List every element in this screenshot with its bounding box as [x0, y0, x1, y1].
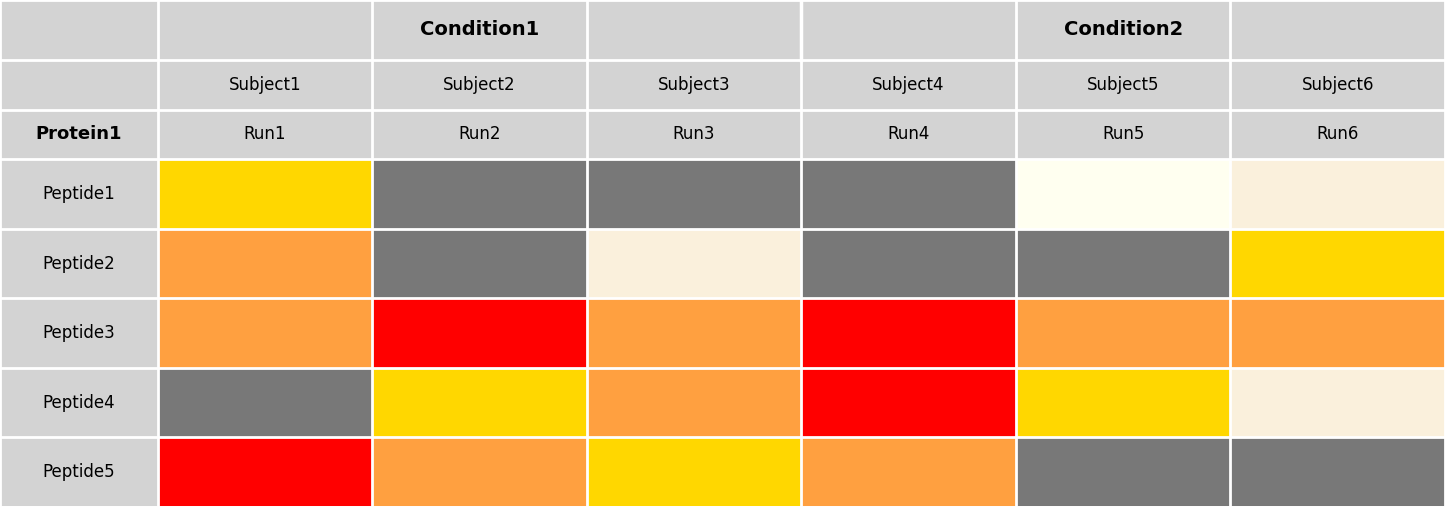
- Bar: [158, 110, 373, 159]
- Bar: [0, 0, 158, 60]
- Bar: [1230, 60, 1445, 110]
- Bar: [373, 60, 587, 110]
- Bar: [1016, 438, 1230, 507]
- Bar: [0, 368, 158, 438]
- Bar: [373, 159, 587, 229]
- Bar: [1230, 299, 1445, 368]
- Bar: [587, 368, 801, 438]
- Bar: [373, 229, 587, 299]
- Text: Run4: Run4: [887, 126, 929, 143]
- Text: Run1: Run1: [244, 126, 286, 143]
- Bar: [801, 0, 1445, 60]
- Bar: [0, 60, 158, 110]
- Text: Peptide3: Peptide3: [42, 324, 116, 342]
- Bar: [1016, 159, 1230, 229]
- Bar: [1016, 299, 1230, 368]
- Bar: [801, 159, 1016, 229]
- Text: Run2: Run2: [458, 126, 500, 143]
- Text: Subject5: Subject5: [1087, 76, 1159, 94]
- Bar: [1016, 229, 1230, 299]
- Text: Subject2: Subject2: [444, 76, 516, 94]
- Text: Subject3: Subject3: [657, 76, 730, 94]
- Bar: [158, 438, 373, 507]
- Bar: [587, 60, 801, 110]
- Bar: [801, 110, 1016, 159]
- Bar: [587, 229, 801, 299]
- Bar: [0, 299, 158, 368]
- Bar: [1230, 368, 1445, 438]
- Bar: [0, 110, 158, 159]
- Text: Peptide1: Peptide1: [42, 185, 116, 203]
- Text: Protein1: Protein1: [36, 126, 121, 143]
- Text: Subject4: Subject4: [873, 76, 945, 94]
- Bar: [1016, 368, 1230, 438]
- Bar: [158, 229, 373, 299]
- Text: Run5: Run5: [1103, 126, 1144, 143]
- Bar: [1016, 110, 1230, 159]
- Bar: [1230, 229, 1445, 299]
- Bar: [587, 110, 801, 159]
- Bar: [373, 368, 587, 438]
- Bar: [801, 229, 1016, 299]
- Bar: [158, 368, 373, 438]
- Text: Subject6: Subject6: [1302, 76, 1374, 94]
- Text: Condition2: Condition2: [1064, 20, 1183, 40]
- Bar: [801, 438, 1016, 507]
- Bar: [801, 299, 1016, 368]
- Bar: [158, 299, 373, 368]
- Text: Subject1: Subject1: [228, 76, 301, 94]
- Bar: [0, 438, 158, 507]
- Text: Condition1: Condition1: [419, 20, 539, 40]
- Text: Peptide4: Peptide4: [42, 394, 116, 412]
- Bar: [801, 368, 1016, 438]
- Bar: [158, 60, 373, 110]
- Text: Peptide2: Peptide2: [42, 255, 116, 273]
- Bar: [158, 0, 801, 60]
- Bar: [587, 159, 801, 229]
- Bar: [0, 229, 158, 299]
- Bar: [1230, 110, 1445, 159]
- Bar: [158, 159, 373, 229]
- Bar: [373, 110, 587, 159]
- Bar: [1230, 438, 1445, 507]
- Bar: [587, 438, 801, 507]
- Bar: [587, 299, 801, 368]
- Text: Run6: Run6: [1316, 126, 1358, 143]
- Bar: [1230, 159, 1445, 229]
- Bar: [373, 299, 587, 368]
- Bar: [373, 438, 587, 507]
- Bar: [0, 159, 158, 229]
- Text: Run3: Run3: [673, 126, 715, 143]
- Text: Peptide5: Peptide5: [42, 463, 116, 481]
- Bar: [801, 60, 1016, 110]
- Bar: [1016, 60, 1230, 110]
